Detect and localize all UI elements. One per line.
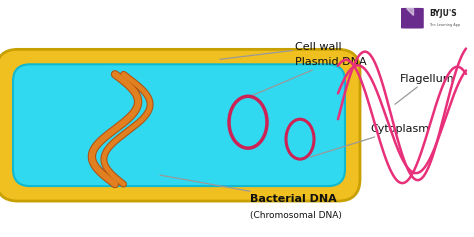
Text: BYJU'S: BYJU'S — [429, 9, 456, 18]
Text: (Chromosomal DNA): (Chromosomal DNA) — [250, 210, 342, 219]
Text: Bacterial DNA: Bacterial DNA — [160, 175, 337, 204]
FancyBboxPatch shape — [397, 2, 474, 33]
Text: Flagellum: Flagellum — [395, 74, 455, 104]
FancyBboxPatch shape — [401, 8, 424, 28]
Text: Plasmid DNA: Plasmid DNA — [248, 57, 366, 97]
Text: The Learning App: The Learning App — [429, 23, 460, 27]
FancyBboxPatch shape — [13, 64, 345, 186]
Polygon shape — [406, 8, 413, 15]
FancyBboxPatch shape — [0, 49, 360, 201]
Text: Cytoplasm: Cytoplasm — [310, 124, 429, 157]
Text: STRUCTURE OF A BACTERIA: STRUCTURE OF A BACTERIA — [9, 11, 246, 26]
Text: Cell wall: Cell wall — [220, 42, 342, 59]
